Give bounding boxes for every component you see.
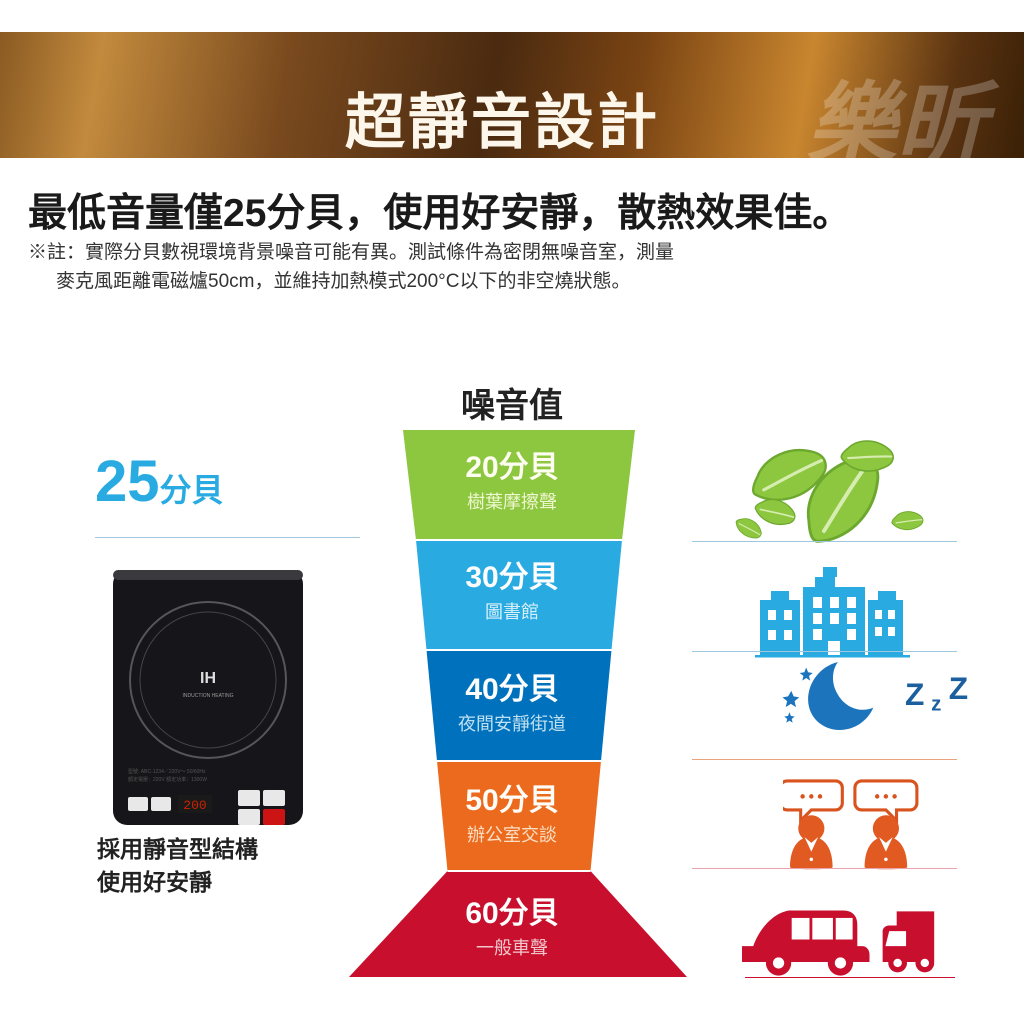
svg-text:Z: Z bbox=[905, 676, 924, 712]
svg-text:z: z bbox=[931, 692, 941, 715]
svg-text:Z: Z bbox=[949, 670, 968, 706]
